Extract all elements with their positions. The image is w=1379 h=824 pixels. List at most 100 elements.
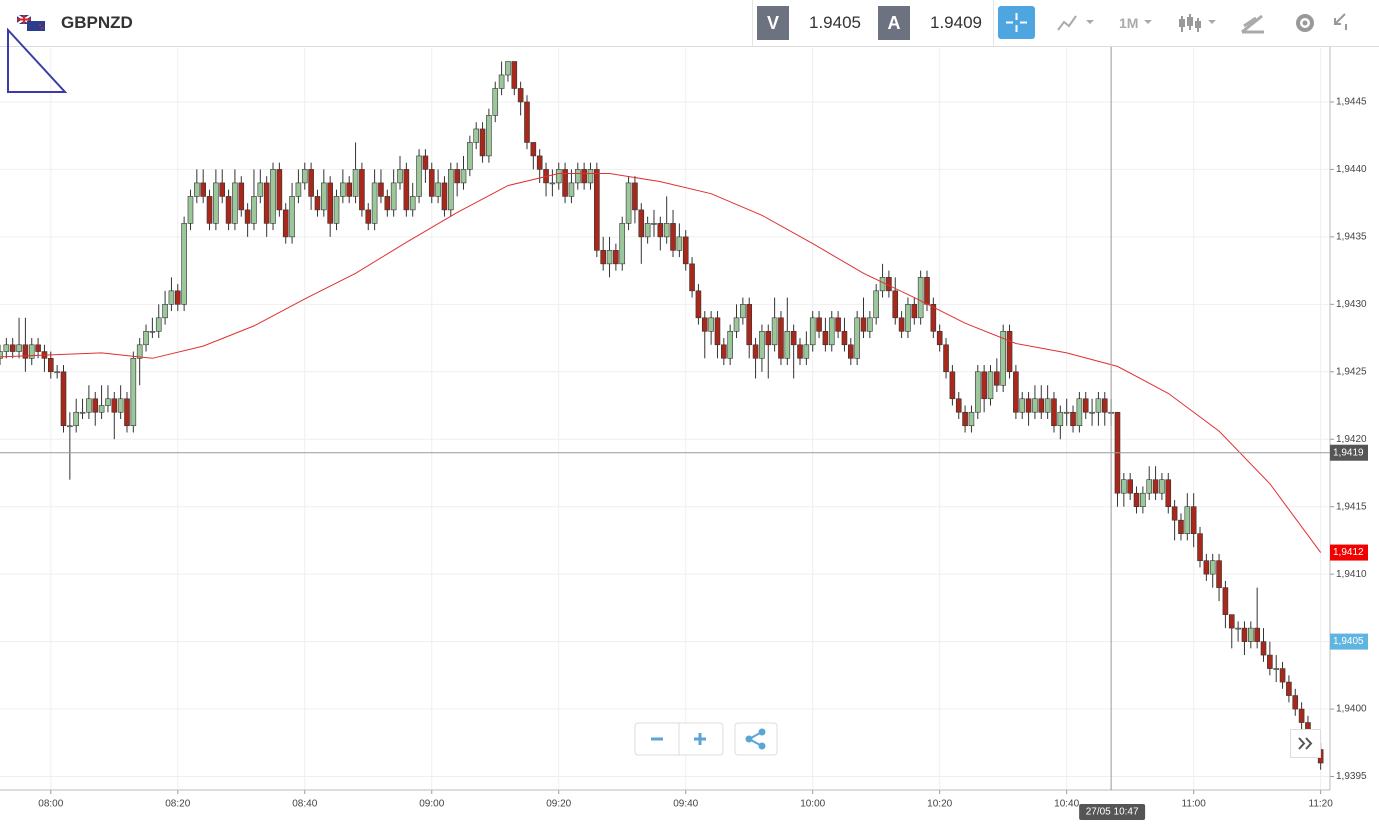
candle-body [3,344,10,352]
y-tick-label: 1,9415 [1336,501,1367,512]
x-tick-label: 09:00 [419,799,444,810]
candle-body [949,371,956,400]
candle-body [346,182,353,197]
candle-body [447,169,454,211]
candle-body [441,182,448,211]
candle-body [1216,560,1222,588]
candle-body [619,223,626,265]
x-tick-label: 09:40 [673,799,698,810]
candle-body [613,250,619,265]
candle-body [714,317,721,346]
x-tick-label: 10:00 [800,799,825,810]
candle-body [1152,479,1159,494]
candle-body [1178,519,1184,534]
candle-body [92,398,99,413]
crosshair-button[interactable] [998,6,1035,39]
candle-body [403,169,410,211]
tool-icons[interactable] [1050,10,1350,38]
candle-body [1279,668,1286,683]
candle-body [657,223,664,238]
drawing-triangle [7,28,68,93]
candle-body [479,128,486,157]
candle-body [803,344,810,359]
candle-body [860,317,867,332]
sell-button[interactable]: V [757,6,789,40]
moving-average [0,173,1322,553]
candle-body [1076,398,1083,427]
candle-body [219,182,226,197]
candle-body [517,88,524,103]
candle-body [809,317,816,346]
candle-body [828,317,835,346]
candle-body [130,357,137,427]
bid-price-tag [1330,633,1368,650]
candle-body [752,344,759,359]
crosshair-time-label: 27/05 10:47 [1086,807,1139,818]
candle-body [784,331,791,359]
toolbar: GBPNZD V 1.9405 A 1.9409 1M [0,0,1379,47]
candle-body [841,331,848,346]
candle-body [574,169,581,184]
x-tick-label: 09:20 [546,799,571,810]
candle-body [1095,398,1102,413]
candle-body [378,182,384,197]
candle-body [1171,506,1178,521]
crosshair-time-tag [1079,804,1146,820]
candle-body [282,209,289,238]
candle-body [1146,479,1153,494]
candle-body [1298,708,1305,723]
candle-body [428,169,435,197]
candle-body [1019,398,1026,413]
candle-body [1241,627,1248,642]
buy-button[interactable]: A [878,6,910,40]
candle-body [340,182,346,197]
candle-body [1101,398,1108,413]
candle-body [409,196,416,211]
candle-body [289,196,295,238]
candle-body [1235,627,1241,630]
candle-body [143,331,149,346]
candle-body [1273,668,1280,670]
candle-body [1070,411,1076,427]
candle-body [1127,479,1133,494]
candle-body [1025,398,1032,413]
x-tick-label: 08:20 [165,799,190,810]
candle-body [384,196,391,211]
candle-body [314,196,321,211]
scroll-right-button[interactable] [1290,729,1321,758]
candle-body [765,331,772,346]
candle-body [682,236,689,265]
candle-body [454,169,460,184]
candle-body [0,351,3,359]
candle-body [1000,331,1006,386]
y-tick-label: 1,9400 [1336,704,1367,715]
crosshair-price-tag [1330,444,1368,461]
candle-body [740,304,746,319]
candle-body [124,398,130,427]
candle-body [1032,398,1038,413]
zoom-controls[interactable] [634,722,780,756]
candle-body [1248,627,1254,642]
symbol: GBPNZD [61,13,133,32]
candle-body [47,357,54,373]
timeframe[interactable]: 1M [1119,15,1139,31]
candle-body [701,317,708,332]
candle-body [555,169,562,184]
candle-body [327,182,333,224]
candle-body [911,304,918,319]
candle-body [79,411,86,414]
candle-body [638,209,645,238]
candle-body [943,344,949,373]
candle-body [625,182,632,224]
candle-body [587,169,594,184]
candle-body [365,209,372,224]
flag [17,15,45,31]
candle-body [981,371,987,400]
candle-body [670,223,676,251]
candle-body [352,169,359,197]
candle-body [651,223,657,225]
candle-body [848,344,854,359]
candle-body [174,290,181,305]
ma-price-label: 1,9412 [1333,547,1364,558]
candle-body [1051,398,1057,427]
